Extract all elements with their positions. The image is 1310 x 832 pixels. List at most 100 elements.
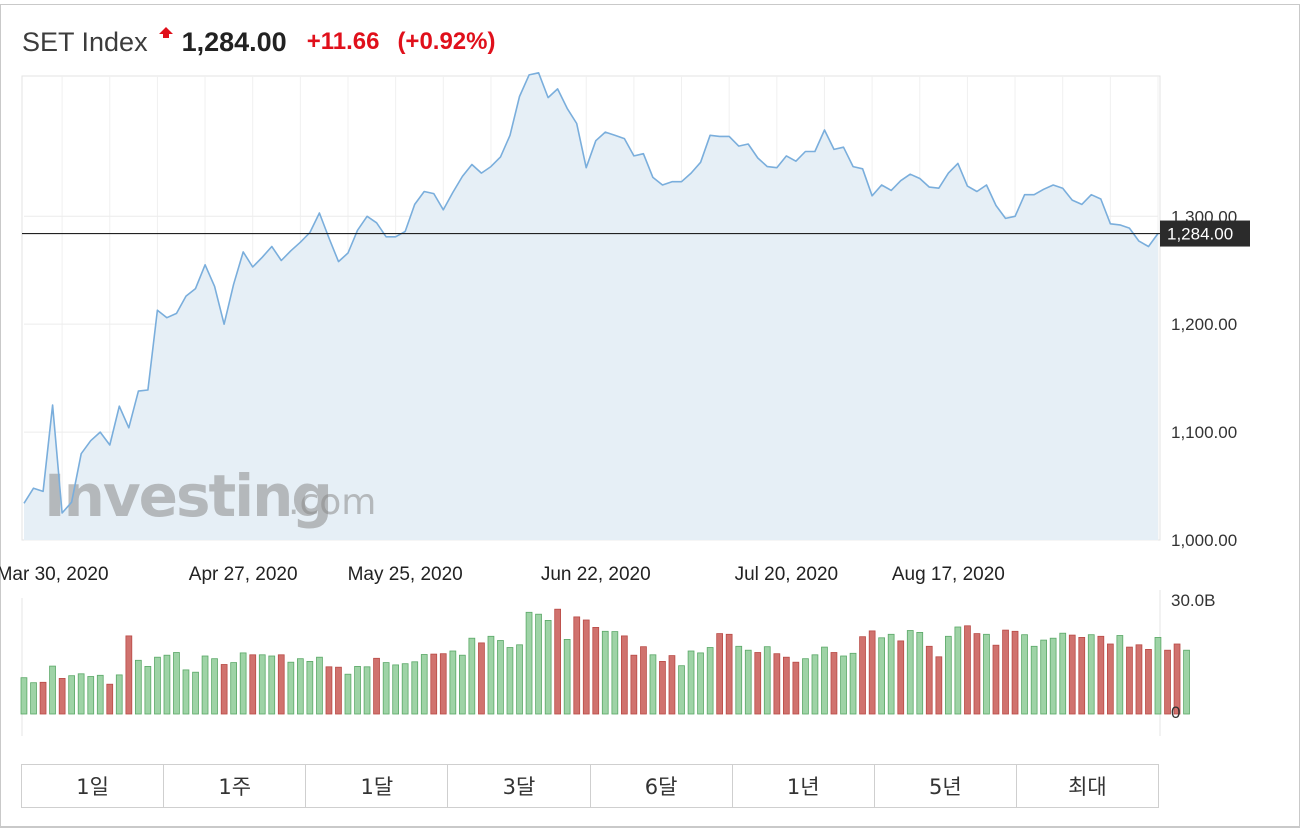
range-button[interactable]: 1년 [732, 765, 875, 807]
volume-bar [392, 664, 400, 715]
volume-bar [125, 635, 133, 715]
volume-bar [630, 654, 638, 715]
volume-bar [373, 657, 380, 715]
volume-bar [497, 640, 504, 715]
volume-bar [868, 630, 876, 715]
volume-bar [211, 658, 218, 715]
volume-bar [220, 664, 228, 715]
volume-bar [134, 659, 142, 715]
volume-bar [582, 619, 590, 715]
volume-bar [49, 665, 56, 715]
volume-bar [96, 674, 104, 715]
volume-bar [230, 662, 237, 715]
volume-bar [68, 675, 75, 715]
volume-bar [973, 633, 981, 715]
last-price-tag-label: 1,284.00 [1167, 225, 1233, 244]
volume-bar [668, 655, 676, 715]
y-tick-label: 1,000.00 [1171, 531, 1237, 550]
volume-bar [1097, 635, 1105, 715]
volume-bar [20, 677, 28, 715]
volume-bar [1068, 634, 1076, 715]
volume-bar [296, 658, 304, 715]
range-button[interactable]: 3달 [448, 765, 591, 807]
volume-bar [1145, 649, 1152, 715]
range-button[interactable]: 1주 [164, 765, 307, 807]
volume-bar [306, 661, 314, 715]
volume-bar [335, 666, 342, 715]
time-range-selector: 1일 1주 1달 3달 6달 1년 5년 최대 [21, 764, 1159, 808]
volume-bar [744, 649, 752, 715]
volume-bar [1021, 634, 1028, 715]
chart-widget [0, 4, 1300, 828]
y-tick-label: 1,200.00 [1171, 315, 1237, 334]
volume-bar [58, 678, 66, 715]
volume-bar [1183, 649, 1190, 715]
price-change: +11.66 [306, 28, 380, 55]
x-tick-label: May 25, 2020 [348, 564, 463, 585]
volume-bar [954, 626, 962, 715]
volume-bar [773, 653, 781, 715]
volume-bar [925, 645, 933, 715]
volume-bar [697, 652, 704, 715]
volume-bar [154, 656, 161, 715]
volume-bar [201, 655, 209, 715]
volume-bar [163, 654, 171, 715]
volume-bar [39, 681, 47, 715]
volume-bar [878, 637, 886, 715]
volume-bar [601, 630, 609, 715]
range-button[interactable]: 1달 [306, 765, 449, 807]
volume-bar [592, 627, 600, 715]
volume-bar [478, 642, 485, 715]
up-arrow-icon [158, 26, 174, 44]
watermark-suffix: .com [288, 482, 376, 523]
volume-bar [516, 644, 523, 715]
volume-bar [1087, 634, 1095, 715]
volume-bar [1011, 630, 1019, 715]
range-button[interactable]: 1일 [22, 765, 165, 807]
volume-bar [792, 661, 800, 715]
x-tick-label: Apr 27, 2020 [189, 564, 298, 585]
x-tick-label: Jun 22, 2020 [541, 564, 651, 585]
volume-bar [916, 632, 924, 715]
volume-bar [830, 652, 838, 715]
volume-bar [182, 669, 190, 715]
volume-bar [420, 654, 428, 715]
volume-bar [1078, 637, 1086, 715]
x-tick-label: Jul 20, 2020 [735, 564, 839, 585]
volume-bar [439, 653, 447, 715]
volume-bar [897, 640, 905, 715]
volume-bar [563, 639, 571, 715]
volume-bar [706, 647, 714, 715]
volume-bar [144, 666, 152, 715]
range-button[interactable]: 최대 [1016, 765, 1158, 807]
range-button[interactable]: 5년 [874, 765, 1017, 807]
volume-bar [239, 652, 247, 715]
volume-bar [1040, 639, 1047, 715]
volume-bar [544, 620, 552, 715]
volume-bar [554, 608, 562, 715]
volume-bar [859, 636, 866, 715]
last-price-tag-bg [1160, 220, 1250, 247]
volume-bar [344, 673, 352, 715]
volume-bar [525, 611, 533, 715]
volume-bar [659, 661, 666, 715]
volume-bar [115, 674, 123, 715]
volume-bar [249, 654, 257, 715]
volume-bar [935, 656, 943, 715]
volume-bar [763, 646, 771, 715]
volume-bar [1164, 649, 1171, 715]
volume-bar [268, 655, 276, 715]
range-button[interactable]: 6달 [590, 765, 733, 807]
volume-bar [945, 635, 952, 715]
volume-bar [611, 631, 619, 715]
volume-bar [173, 652, 180, 715]
volume-bar [458, 654, 466, 715]
quote-header: SET Index 1,284.00 +11.66 (+0.92%) [22, 22, 496, 62]
price-area [24, 72, 1158, 541]
volume-bar [1002, 629, 1009, 715]
volume-bar [573, 616, 581, 715]
price-line [23, 72, 1159, 514]
volume-bar [964, 625, 971, 715]
last-price: 1,284.00 [181, 26, 287, 57]
